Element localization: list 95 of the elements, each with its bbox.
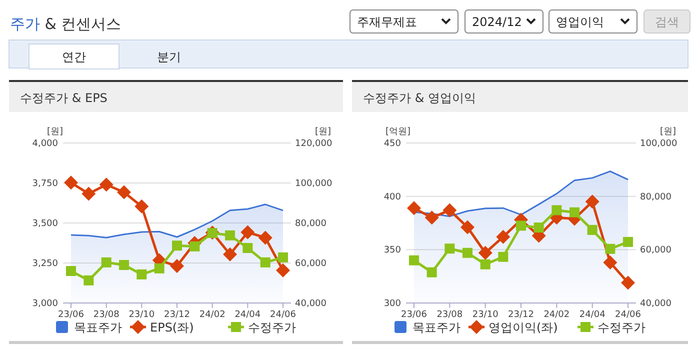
text: 주가 & 컨센서스: [10, 15, 122, 33]
x-tick-label: 23/12: [508, 310, 534, 320]
y-tick-label: 3,000: [32, 299, 58, 309]
point: [134, 199, 149, 214]
text: 주재무제표: [357, 15, 417, 29]
y2-tick-label: 60,000: [640, 246, 672, 256]
point: [82, 186, 96, 201]
y-axis-title: [억원]: [385, 127, 411, 137]
point: [444, 244, 455, 254]
point: [190, 241, 200, 252]
point: [240, 225, 255, 240]
y-tick-label: 350: [384, 246, 402, 256]
text: 분기: [157, 50, 181, 64]
y-tick-label: 3,500: [32, 219, 58, 229]
y2-tick-label: 80,000: [640, 192, 672, 202]
point: [424, 210, 439, 225]
point: [462, 248, 472, 258]
y-tick-label: 4,000: [32, 139, 58, 149]
y2-tick-label: 120,000: [295, 139, 332, 149]
point: [172, 240, 182, 251]
point: [516, 220, 526, 231]
point: [101, 257, 112, 268]
y2-axis-title: [원]: [660, 127, 676, 137]
point: [64, 176, 78, 190]
x-tick-label: 23/10: [128, 310, 155, 320]
text: 2024/12: [472, 15, 522, 29]
y2-axis-title: [원]: [314, 127, 331, 137]
x-tick-label: 24/06: [270, 310, 296, 320]
legend-label: EPS(좌): [150, 320, 194, 334]
point: [552, 205, 562, 216]
text: 검색: [655, 15, 679, 29]
x-tick-label: 24/04: [234, 310, 261, 320]
point: [603, 255, 618, 270]
point: [478, 246, 492, 260]
point: [276, 263, 290, 278]
y2-tick-label: 100,000: [295, 179, 332, 189]
point: [585, 194, 600, 209]
point: [136, 269, 147, 280]
y-tick-label: 450: [384, 139, 402, 149]
point: [84, 275, 94, 286]
x-tick-label: 23/12: [164, 310, 190, 320]
point: [498, 252, 508, 262]
point: [409, 255, 419, 266]
point: [154, 263, 164, 274]
legend-label: 수정주가: [248, 320, 296, 334]
x-tick-label: 23/08: [93, 310, 120, 320]
y2-tick-label: 40,000: [640, 299, 672, 309]
x-tick-label: 23/08: [436, 310, 463, 320]
point: [534, 222, 544, 233]
legend-label: 목표주가: [412, 320, 460, 334]
chart-title: 수정주가 & 영업이익: [363, 91, 476, 105]
x-tick-label: 24/04: [579, 310, 606, 320]
point: [442, 203, 457, 218]
point: [278, 252, 288, 262]
x-tick-label: 24/06: [615, 310, 642, 320]
point: [170, 259, 184, 274]
y-axis-title: [원]: [46, 127, 64, 137]
x-tick-label: 24/02: [199, 310, 226, 320]
x-tick-label: 23/06: [401, 310, 428, 320]
point: [570, 207, 580, 218]
y2-tick-label: 60,000: [295, 259, 327, 269]
point: [260, 257, 270, 268]
y-tick-label: 400: [384, 192, 402, 202]
point: [623, 236, 633, 247]
point: [480, 259, 490, 270]
point: [460, 220, 474, 234]
point: [605, 244, 616, 254]
text: 영업이익: [556, 15, 604, 29]
point: [407, 201, 421, 216]
x-tick-label: 23/06: [58, 310, 84, 320]
legend-label: 수정주가: [598, 320, 646, 334]
y2-tick-label: 80,000: [295, 219, 327, 229]
point: [117, 185, 131, 200]
point: [496, 230, 510, 244]
y-tick-label: 300: [384, 299, 402, 309]
point: [621, 276, 635, 290]
y-tick-label: 3,250: [32, 259, 58, 269]
y2-tick-label: 100,000: [640, 139, 678, 149]
chart-title: 수정주가 & EPS: [20, 91, 108, 105]
text: 연간: [62, 50, 86, 64]
legend-label: 목표주가: [74, 320, 122, 334]
y2-tick-label: 40,000: [295, 299, 327, 309]
point: [587, 224, 598, 235]
point: [258, 230, 272, 245]
point: [426, 267, 437, 278]
point: [66, 266, 76, 276]
y-tick-label: 3,750: [32, 179, 58, 189]
x-tick-label: 23/10: [472, 310, 499, 320]
point: [99, 178, 114, 192]
x-tick-label: 24/02: [544, 310, 570, 320]
legend-label: 영업이익(좌): [488, 320, 558, 334]
point: [242, 243, 253, 253]
point: [119, 260, 129, 270]
point: [225, 230, 235, 240]
point: [223, 247, 237, 262]
